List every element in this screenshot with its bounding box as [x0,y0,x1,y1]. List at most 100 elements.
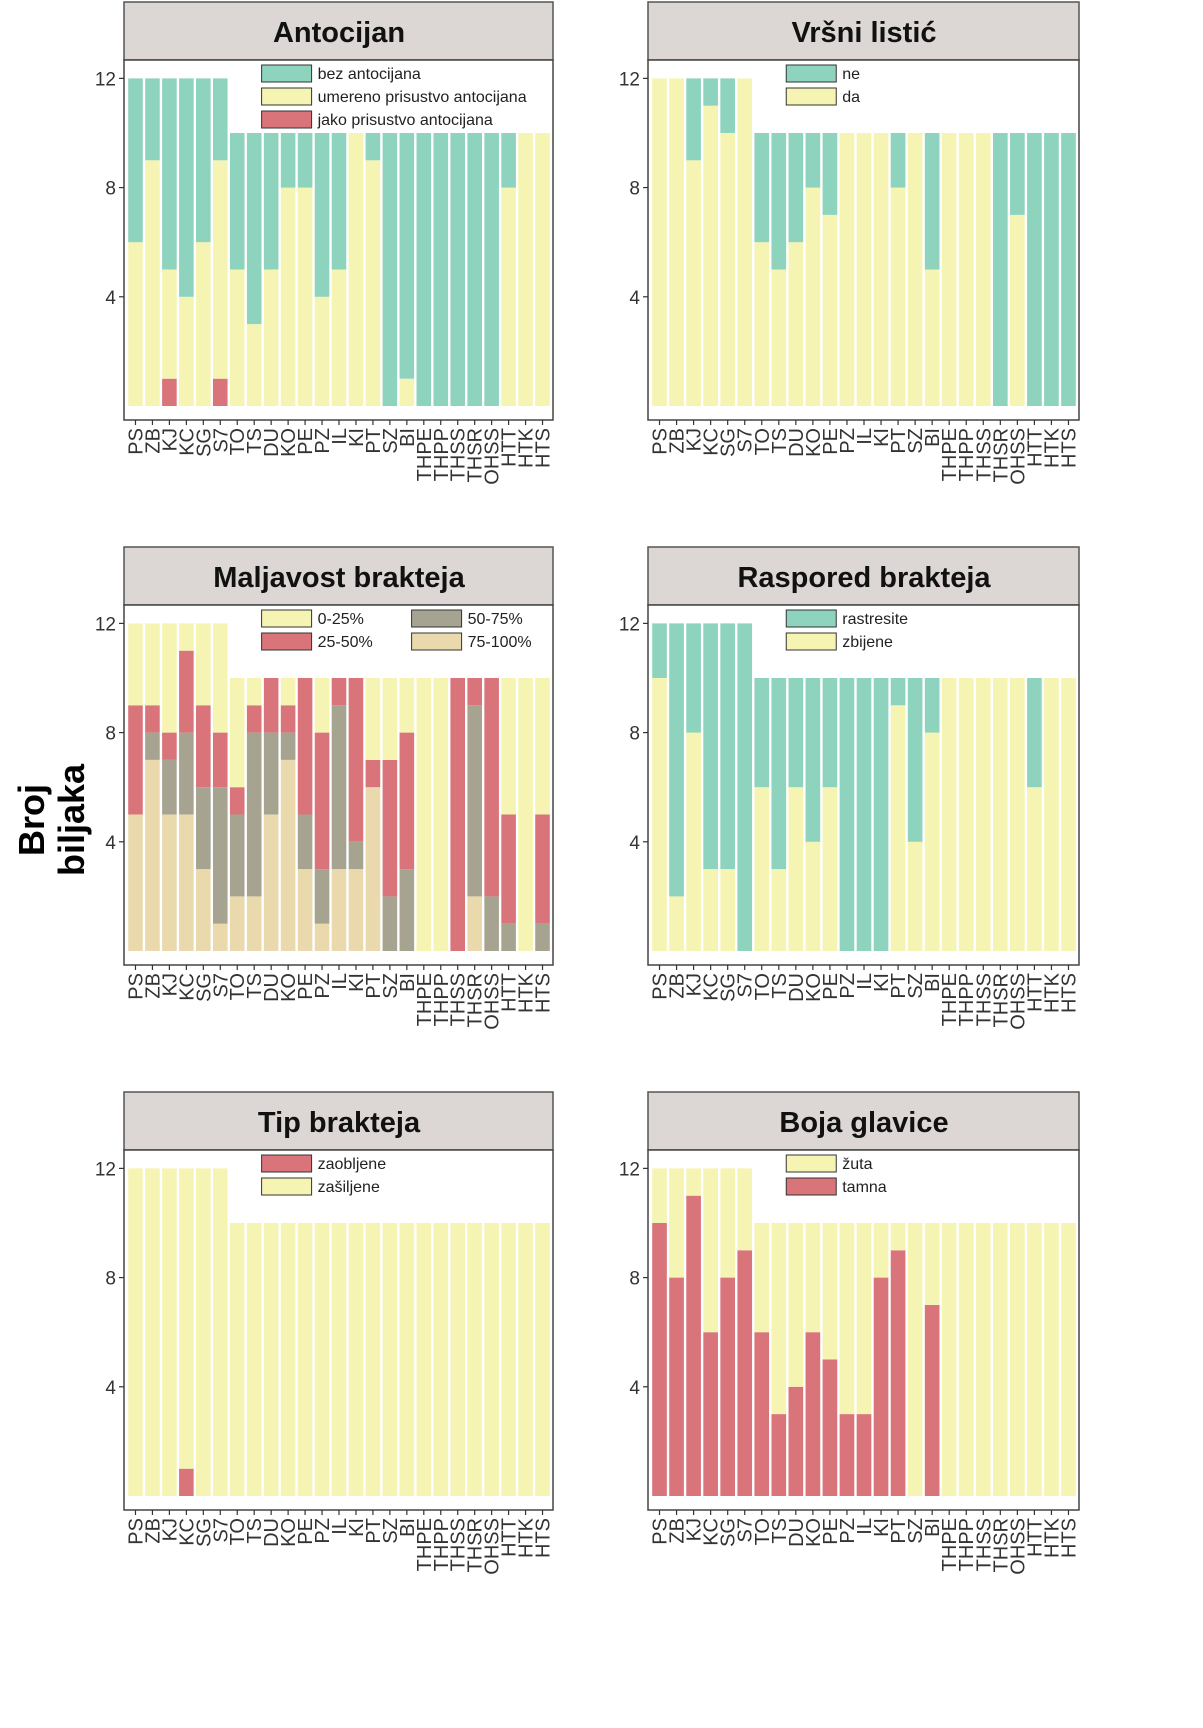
x-tick-label: SZ [380,973,402,999]
bar-thss-25-50 [450,677,466,951]
x-tick-label: PE [820,1518,842,1545]
x-tick-label: THPP [431,1518,453,1571]
y-tick-label: 4 [105,833,116,854]
x-tick-label: HTK [516,1517,538,1558]
bar-pt-zuta [890,1222,906,1251]
bar-htk-zasiljene [518,1222,533,1496]
legend-label-rastresite: rastresite [842,611,908,628]
bar-zb-0-25 [145,623,160,706]
bar-htt-zasiljene [501,1222,516,1496]
bar-il-da [856,132,872,406]
bar-pz-75-100 [314,923,330,951]
x-tick-label: PT [363,1518,385,1544]
bar-sg-rastresite [720,623,736,870]
x-tick-label: OHSS [1007,428,1029,485]
bar-du-zasiljene [263,1222,279,1496]
x-tick-label: ZB [142,1518,164,1544]
x-tick-label: KO [803,1518,825,1547]
bar-htt-50-75 [501,923,516,951]
bar-hts-zbijene [1061,677,1076,951]
x-tick-label: HTT [499,1518,521,1557]
x-tick-label: TO [227,1518,249,1545]
bar-thsr-25-50 [467,677,482,706]
x-tick-label: IL [854,973,876,990]
bar-kc-umereno-prisustvo-antocijana [179,296,194,406]
x-tick-label: THPE [939,1518,961,1571]
bar-kc-50-75 [179,732,194,815]
bar-kj-rastresite [686,623,701,733]
bar-du-tamna [788,1386,804,1496]
x-tick-label: KI [871,1518,893,1537]
x-tick-label: HTS [1058,1518,1080,1558]
x-tick-label: PT [888,428,910,454]
bar-zb-25-50 [145,705,160,733]
x-tick-label: PT [363,428,385,454]
x-tick-label: THSS [448,973,470,1026]
bar-sz-zuta [907,1222,923,1496]
x-tick-label: SG [718,428,740,457]
bar-thss-zasiljene [450,1222,466,1496]
bar-ts-zbijene [771,869,787,951]
bar-sz-bez-antocijana [382,132,398,406]
x-tick-label: ZB [667,973,689,999]
bar-bi-ne [924,132,940,270]
bar-sg-tamna [720,1277,736,1496]
bar-thpe-zasiljene [416,1222,432,1496]
bar-pt-tamna [890,1250,906,1496]
bar-il-75-100 [331,869,347,951]
panel-antocijan: Antocijan 4 8 12 PS ZB KJ KC SG S7 TO TS DU KO PE PZ IL K… [80,0,556,490]
facet-title: Raspored brakteja [737,562,991,594]
x-tick-label: KI [871,973,893,992]
bar-htt-ne [1027,132,1042,406]
bar-thsr-50-75 [467,705,482,897]
x-tick-label: KI [871,428,893,447]
x-tick-label: HTT [499,973,521,1012]
bar-bi-zasiljene [399,1222,415,1496]
bar-kc-da [703,105,718,406]
x-tick-label: THPP [956,1518,978,1571]
bar-pt-0-25 [365,677,381,760]
bar-to-25-50 [229,787,245,815]
x-tick-label: TS [769,428,791,454]
bar-htk-zbijene [1044,677,1059,951]
bar-s7-25-50 [212,732,228,788]
bar-ohss-25-50 [484,677,499,897]
x-tick-label: BI [922,973,944,992]
bar-thpp-zuta [958,1222,974,1496]
bar-bi-umereno-prisustvo-antocijana [399,378,415,406]
bar-ki-zuta [873,1222,889,1278]
x-tick-label: PE [295,973,317,1000]
x-tick-label: HTK [516,427,538,468]
bar-thpp-zasiljene [433,1222,449,1496]
bar-du-zbijene [788,787,804,951]
bar-sg-umereno-prisustvo-antocijana [196,242,211,406]
x-tick-label: BI [922,428,944,447]
y-tick-label: 8 [629,1269,640,1290]
x-tick-label: DU [261,428,283,457]
bar-thpe-zuta [941,1222,957,1496]
bar-ps-zuta [652,1168,667,1223]
x-tick-label: PS [650,428,672,455]
bar-sg-bez-antocijana [196,78,211,243]
x-tick-label: TS [769,973,791,999]
x-tick-label: SG [193,428,215,457]
chart-vrsni-listic: Vršni listić 4 8 12 PSZBKJKCSGS7TOTSDUKOPEPZ… [619,1,1080,485]
bar-il-bez-antocijana [331,132,347,270]
x-tick-label: SG [718,1518,740,1547]
x-tick-label: KI [346,973,368,992]
bar-ko-zbijene [805,841,821,951]
x-tick-label: THSS [973,1518,995,1571]
y-tick-label: 8 [629,724,640,745]
bar-thsr-zasiljene [467,1222,482,1496]
legend-key-25-50 [261,632,313,651]
bar-il-umereno-prisustvo-antocijana [331,269,347,406]
x-tick-label: PS [650,1518,672,1545]
x-tick-label: S7 [210,973,232,997]
bar-zb-50-75 [145,732,160,760]
bar-kj-zuta [686,1168,701,1196]
bar-ko-50-75 [280,732,296,760]
bar-thss-da [975,132,991,406]
bar-sg-25-50 [196,705,211,788]
bar-ps-da [652,78,667,406]
x-tick-label: KJ [684,973,706,996]
